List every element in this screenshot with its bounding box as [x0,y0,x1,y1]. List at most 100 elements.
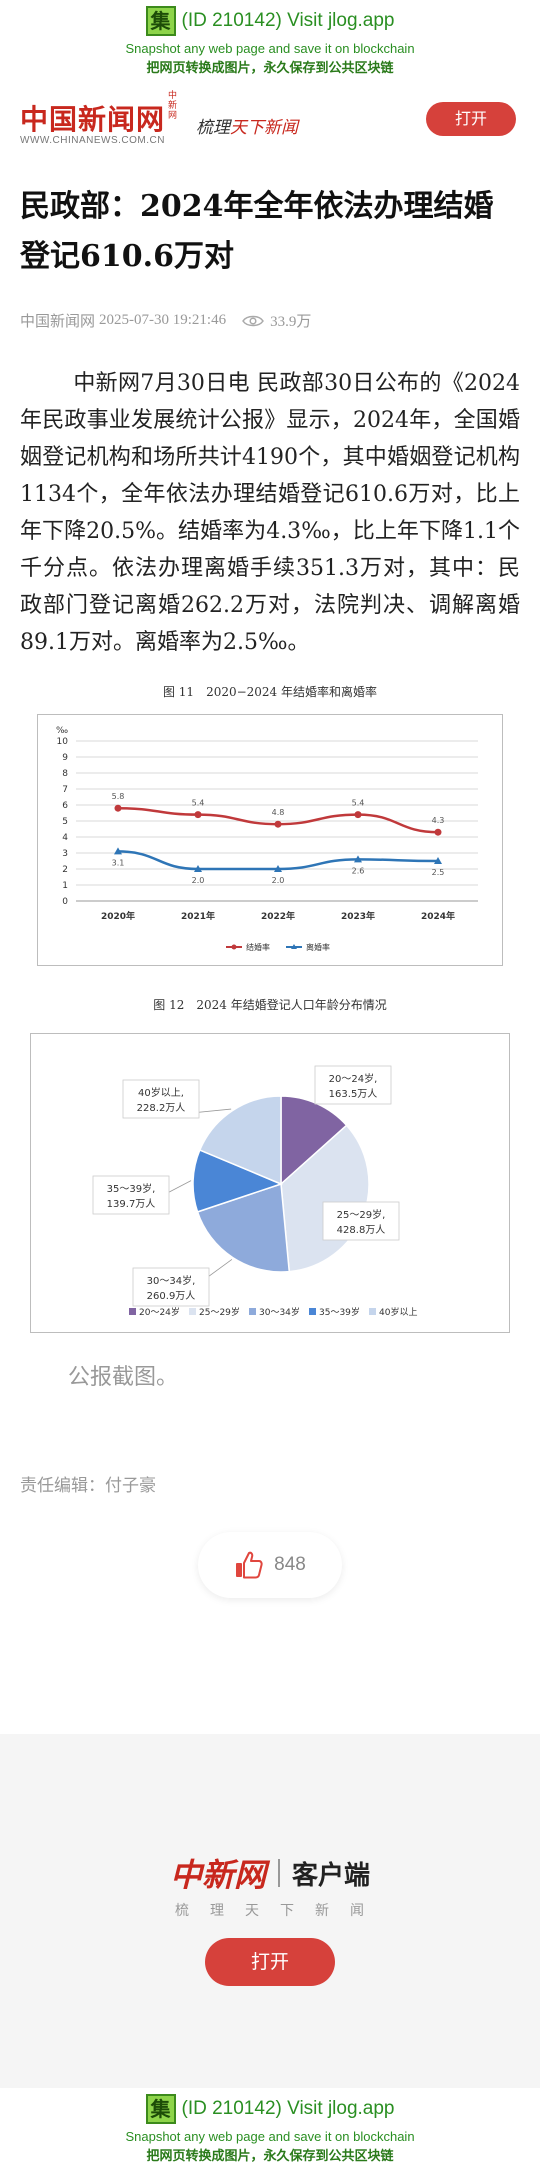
y-axis-unit: ‰ [56,726,68,736]
data-label: 2.5 [432,868,445,877]
site-header: 中国新闻网 WWW.CHINANEWS.COM.CN 中新网 梳理天下新闻 打开 [0,91,540,158]
figure2-title-text: 2024 年结婚登记人口年龄分布情况 [196,998,387,1012]
data-label: 5.8 [112,792,125,801]
jlog-tagline-cn: 把网页转换成图片，永久保存到公共区块链 [146,2149,394,2164]
pie-label-name: 40岁以上, [138,1086,184,1099]
pie-label-box [132,1267,210,1307]
legend-label: 40岁以上 [379,1306,417,1318]
open-app-button[interactable]: 打开 [426,102,516,136]
pie-slice [198,1095,282,1186]
data-point [354,811,362,819]
jlog-banner-top: 集 (ID 210142) Visit jlog.app Snapshot an… [0,0,540,92]
legend-swatch [189,1308,196,1315]
jlog-id-text[interactable]: (ID 210142) Visit jlog.app [181,10,395,31]
slogan-part-b: 天下新闻 [230,117,299,138]
article-editor: 责任编辑：付子豪 [20,1476,156,1496]
site-logo-text: 中国新闻网 [20,102,166,136]
site-logo-vertical: 中新网 [168,90,178,121]
pie-chart-svg: 20～24岁, 163.5万人 25～29岁, 428.8万人 30～34岁, 260.9… [92,1065,417,1318]
data-label: 2.0 [272,876,285,885]
data-label: 4.3 [432,816,445,825]
data-point [194,865,202,872]
data-point [274,820,282,828]
footer-tagline: 梳理天下新闻 [175,1903,385,1919]
legend-swatch [129,1308,136,1315]
data-point [114,804,122,812]
y-tick-label: 3 [62,849,68,859]
footer-logo-divider [278,1859,280,1887]
legend-marker [291,944,297,949]
legend-label: 结婚率 [246,942,270,952]
site-logo-url: WWW.CHINANEWS.COM.CN [20,134,165,146]
data-point [354,855,362,863]
data-label: 3.1 [112,858,125,867]
legend-marker [231,944,237,950]
data-label: 2.6 [352,866,365,875]
chart-legend: 结婚率 离婚率 [226,942,330,952]
line-chart-svg: ‰ 0 1 2 3 4 5 6 7 8 9 10 2020年 2021年 2022年 2023年 2024年 5.… [56,726,478,952]
x-tick-label: 2020年 [101,910,135,922]
like-count: 848 [274,1554,306,1575]
article-paragraph: 中新网7月30日电 民政部30日公布的《2024年民政事业发展统计公报》显示，2… [20,371,520,655]
x-tick-label: 2024年 [421,910,455,922]
footer-logo: 中新网 客户端 [0,1850,540,1896]
data-label: 4.8 [272,808,285,817]
like-button[interactable]: 848 [198,1532,342,1598]
x-tick-label: 2021年 [181,910,215,922]
y-tick-label: 4 [62,833,68,843]
jlog-id-text[interactable]: (ID 210142) Visit jlog.app [181,2098,395,2119]
jlog-tagline-en: Snapshot any web page and save it on blo… [125,2129,415,2144]
y-tick-label: 10 [57,737,69,747]
site-logo[interactable]: 中国新闻网 WWW.CHINANEWS.COM.CN 中新网 [20,91,178,146]
pie-label-box [322,1201,400,1241]
figure2-title: 图 12 2024 年结婚登记人口年龄分布情况 [0,996,540,1013]
jlog-banner-bottom: 集 (ID 210142) Visit jlog.app Snapshot an… [0,2088,540,2172]
jlog-badge-icon: 集 [145,2094,176,2124]
x-tick-label: 2023年 [341,910,375,922]
legend-swatch [309,1308,316,1315]
pie-label-value: 428.8万人 [337,1224,386,1236]
pie-label-box [92,1175,170,1215]
pie-slice [196,1182,291,1273]
pie-label-name: 25～29岁, [337,1208,386,1221]
slogan-part-a: 梳理 [196,117,231,138]
jlog-badge-icon: 集 [145,6,176,36]
legend-label: 离婚率 [306,942,330,952]
pie-slice-label: 30～34岁, 260.9万人 [132,1267,210,1307]
pie-label-value: 163.5万人 [329,1088,378,1100]
pie-label-name: 35～39岁, [107,1182,156,1195]
jlog-tagline-cn: 把网页转换成图片，永久保存到公共区块链 [146,61,394,76]
article-title: 民政部：2024年全年依法办理结婚登记610.6万对 [20,189,494,274]
pie-label-name: 20～24岁, [329,1072,378,1085]
data-point [114,847,122,855]
footer-open-app-button[interactable]: 打开 [205,1938,335,1986]
legend-label: 30～34岁 [259,1306,300,1318]
legend-swatch [369,1308,376,1315]
age-distribution-pie-chart: 20～24岁, 163.5万人 25～29岁, 428.8万人 30～34岁, 260.9… [30,1033,510,1333]
data-label: 5.4 [192,799,205,808]
pie-label-value: 228.2万人 [137,1102,186,1114]
image-caption: 公报截图。 [68,1365,179,1390]
pie-slice-label: 20～24岁, 163.5万人 [314,1065,392,1105]
x-tick-label: 2022年 [261,910,295,922]
y-tick-label: 1 [62,881,68,891]
y-tick-label: 6 [62,801,68,811]
pie-slice-label: 35～39岁, 139.7万人 [92,1175,170,1215]
pie-slice [192,1149,284,1213]
site-slogan: 梳理天下新闻 [196,113,298,138]
article-views: 33.9万 [242,310,311,331]
data-point [274,865,282,872]
data-label: 2.0 [192,876,205,885]
footer-logo-text: 中新网 [169,1856,266,1894]
figure2-label: 图 12 [153,998,185,1012]
pie-slice-label: 40岁以上, 228.2万人 [122,1079,200,1119]
pie-legend: 20～24岁 25～29岁 30～34岁 35～39岁 40岁以上 [129,1306,417,1318]
legend-label: 25～29岁 [199,1306,240,1318]
article-meta: 中国新闻网 2025-07-30 19:21:46 33.9万 [0,310,540,331]
y-tick-label: 2 [62,865,68,875]
article-datetime: 2025-07-30 19:21:46 [99,312,227,328]
figure1-label: 图 11 [162,685,195,699]
jlog-tagline-en: Snapshot any web page and save it on blo… [125,41,415,56]
eye-icon [242,315,264,326]
pie-label-box [122,1079,200,1119]
